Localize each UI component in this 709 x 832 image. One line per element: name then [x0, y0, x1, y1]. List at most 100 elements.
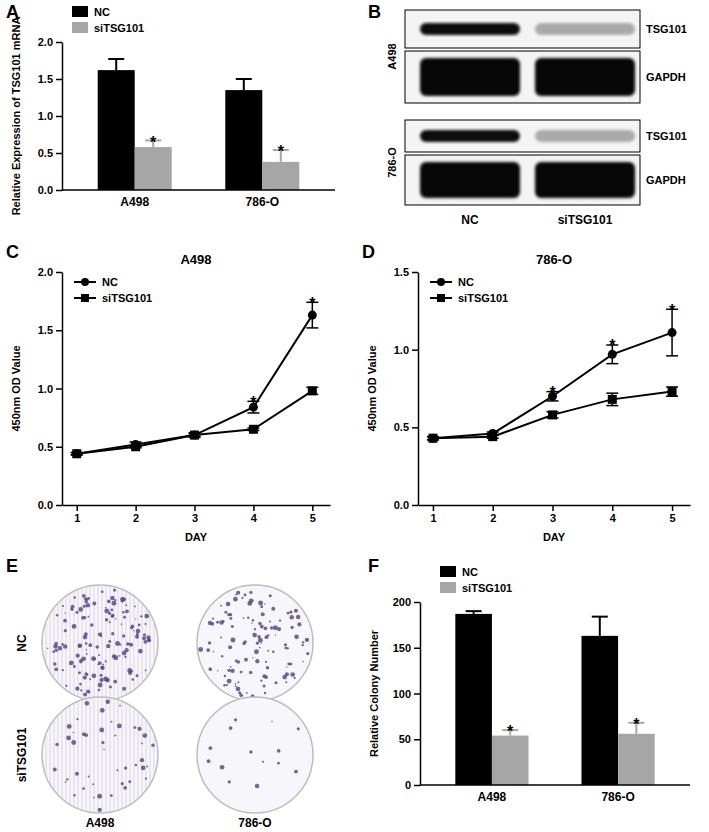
colony — [126, 642, 129, 645]
annotation: * — [507, 723, 514, 740]
series-line — [77, 315, 313, 454]
dish-grid — [54, 585, 55, 701]
tick: 2.0 — [38, 36, 62, 48]
colony — [244, 640, 247, 643]
colony — [111, 615, 114, 618]
colony — [53, 662, 56, 665]
x-axis: 12345 — [63, 505, 331, 524]
colony — [91, 656, 96, 661]
colony — [116, 769, 118, 771]
colony — [111, 632, 114, 635]
colony — [128, 780, 131, 783]
colony — [54, 667, 58, 671]
colony — [105, 660, 107, 662]
bar — [135, 147, 172, 190]
colony — [122, 651, 127, 656]
dish-grid — [126, 697, 127, 813]
colony — [100, 666, 104, 670]
colony — [240, 671, 243, 674]
colony — [145, 777, 147, 779]
colony — [284, 647, 287, 650]
plot-area — [455, 611, 654, 785]
error-cap — [666, 355, 678, 357]
row-label: siTSG101 — [15, 727, 29, 782]
tick-mark — [56, 447, 62, 449]
dish-content — [42, 585, 158, 701]
colony — [260, 642, 262, 644]
colony — [301, 644, 303, 646]
line-panel: 0.00.51.01.512345786-ODAY450nm OD Value*… — [366, 252, 691, 543]
blot-band — [420, 130, 520, 142]
colony — [72, 624, 77, 629]
colony — [255, 659, 259, 663]
axis-line — [419, 505, 691, 507]
colony — [254, 649, 259, 654]
band-label: GAPDH — [646, 174, 686, 186]
colony — [305, 638, 309, 642]
colony — [146, 635, 150, 639]
tick-mark — [56, 190, 62, 192]
colony — [83, 616, 86, 619]
dish-plate — [197, 697, 313, 813]
colony — [296, 615, 301, 620]
colony — [122, 597, 126, 601]
colony — [210, 622, 214, 626]
colony — [88, 643, 92, 647]
error-bar — [592, 617, 608, 636]
point — [488, 432, 497, 441]
blot-panel: TSG101GAPDHA498TSG101GAPDH786-ONCsiTSG10… — [386, 10, 687, 227]
colony — [119, 655, 121, 657]
tick-mark — [56, 272, 62, 274]
x-axis: 12345 — [419, 505, 691, 524]
column-label: A498 — [86, 816, 115, 830]
plot-area — [427, 309, 678, 442]
colony — [93, 797, 95, 799]
colony — [277, 749, 281, 753]
error-cap — [606, 405, 618, 407]
dish-grid — [134, 697, 135, 813]
legend-swatch — [72, 6, 88, 17]
colony — [119, 644, 121, 646]
legend: NCsiTSG101 — [430, 276, 508, 304]
colony — [131, 625, 135, 629]
plot-area — [98, 59, 300, 190]
colony — [294, 609, 298, 613]
chart-title: A498 — [180, 252, 211, 267]
tick-mark — [56, 116, 62, 118]
colony — [258, 601, 263, 606]
blot-band — [535, 162, 635, 198]
colony — [86, 598, 89, 601]
tick-label: 1.5 — [38, 324, 53, 336]
column-label: 786-O — [238, 816, 271, 830]
colony — [255, 784, 259, 788]
colony — [146, 766, 148, 768]
colony — [235, 685, 237, 687]
colony — [63, 644, 67, 648]
colony — [277, 762, 280, 765]
legend-label: NC — [462, 566, 478, 578]
legend-marker — [437, 278, 445, 286]
colony — [231, 625, 234, 628]
colony — [82, 787, 85, 790]
dish-grid — [146, 697, 147, 813]
panel-letter: C — [6, 242, 19, 262]
colony — [110, 721, 112, 723]
tick: 2 — [133, 505, 139, 524]
y-axis-title: Relative Expression of TSG101 mRNA — [10, 17, 22, 216]
colony — [228, 645, 232, 649]
lane-label: NC — [461, 213, 479, 227]
tick: 50 — [399, 733, 420, 745]
dish-plate — [42, 585, 158, 701]
tick-label: 200 — [393, 596, 411, 608]
colony — [252, 657, 253, 658]
colony — [86, 649, 88, 651]
colony — [99, 678, 103, 682]
colony — [128, 671, 132, 675]
tick: 5 — [670, 505, 676, 524]
annotation: * — [633, 716, 640, 733]
colony — [297, 727, 300, 730]
colony — [229, 613, 232, 616]
colony — [262, 684, 265, 687]
point — [72, 449, 81, 458]
tick-label: 1.5 — [38, 73, 53, 85]
